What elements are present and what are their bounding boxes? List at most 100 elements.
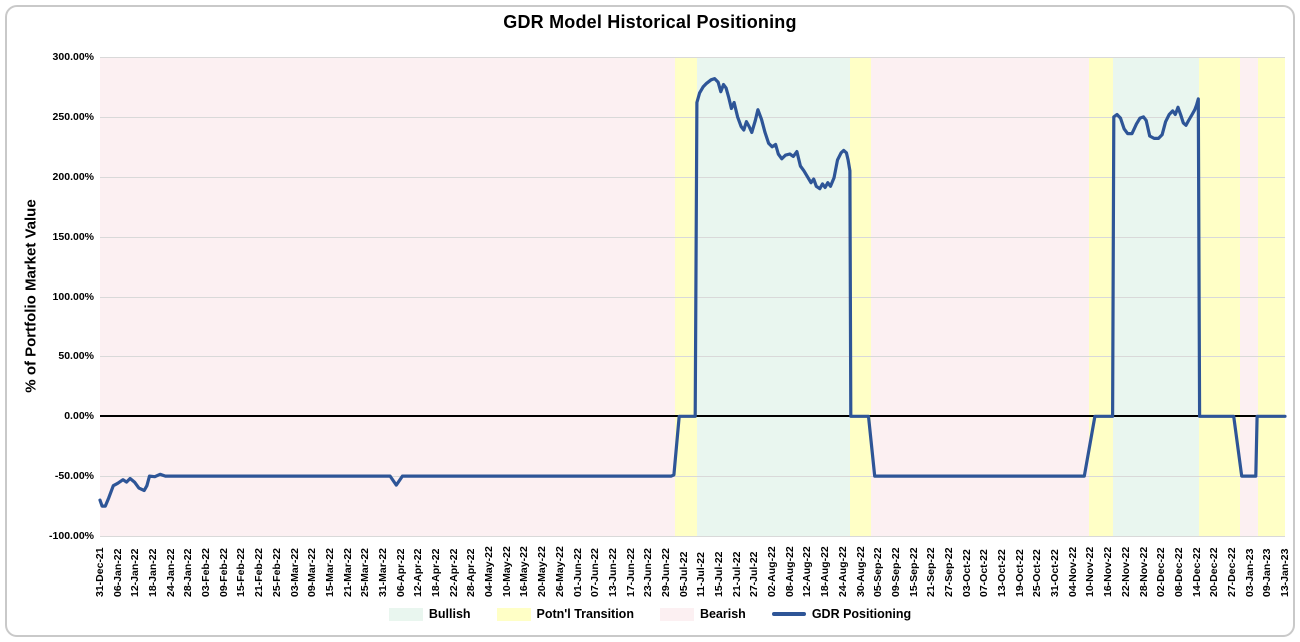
x-axis-tick-label: 14-Dec-22 — [1190, 547, 1203, 597]
legend-item-bearish: Bearish — [659, 607, 746, 621]
gdr-positioning-line — [98, 77, 1287, 508]
y-axis-tick-label: -100.00% — [49, 530, 94, 542]
x-axis-tick-label: 02-Aug-22 — [766, 546, 779, 597]
x-axis-tick-label: 13-Jun-22 — [606, 547, 619, 597]
gridline — [100, 536, 1285, 537]
x-axis-tick-label: 20-Dec-22 — [1208, 547, 1221, 597]
x-axis-tick-label: 27-Dec-22 — [1225, 547, 1238, 597]
x-axis-tick-label: 03-Mar-22 — [288, 547, 301, 597]
legend-label: Potn'l Transition — [536, 607, 634, 621]
plot-area — [98, 57, 1287, 537]
x-axis-tick-label: 10-Nov-22 — [1084, 546, 1097, 597]
legend-item-gdr-positioning: GDR Positioning — [771, 607, 912, 621]
x-axis-tick-label: 29-Jun-22 — [659, 547, 672, 597]
gridline — [100, 57, 1285, 58]
x-axis-tick-label: 26-May-22 — [553, 546, 566, 597]
x-axis-tick-label: 17-Jun-22 — [624, 547, 637, 597]
legend-color-swatch — [496, 607, 531, 621]
x-axis-tick-label: 09-Mar-22 — [306, 547, 319, 597]
legend-label: GDR Positioning — [811, 607, 912, 621]
legend-color-swatch — [388, 607, 423, 621]
y-axis-tick-label: -50.00% — [54, 470, 94, 483]
x-axis-tick-label: 31-Mar-22 — [376, 547, 389, 597]
gridline — [100, 476, 1285, 478]
x-axis-tick-label: 19-Oct-22 — [1013, 549, 1026, 597]
x-axis-tick-label: 18-Aug-22 — [819, 546, 832, 597]
y-axis-tick-label: 50.00% — [58, 350, 94, 363]
x-axis-tick-label: 11-Jul-22 — [695, 552, 708, 597]
y-axis-tick-label: 100.00% — [52, 290, 94, 303]
x-axis-tick-label: 28-Nov-22 — [1137, 546, 1150, 597]
x-axis-tick-label: 10-May-22 — [500, 546, 513, 597]
x-axis-tick-label: 06-Jan-22 — [111, 548, 124, 597]
gridline — [100, 236, 1285, 238]
x-axis-tick-label: 24-Aug-22 — [836, 546, 849, 597]
x-axis-tick-label: 06-Apr-22 — [394, 548, 407, 597]
x-axis-tick-label: 15-Mar-22 — [323, 547, 336, 597]
gridline — [100, 176, 1285, 178]
x-axis-tick-label: 25-Mar-22 — [359, 547, 372, 597]
y-axis-tick-label: 200.00% — [52, 170, 94, 183]
x-axis-tick-label: 28-Jan-22 — [182, 548, 195, 597]
x-axis-tick-label: 15-Sep-22 — [907, 547, 920, 597]
x-axis-tick-label: 07-Oct-22 — [978, 549, 991, 597]
x-axis-tick-label: 21-Sep-22 — [925, 547, 938, 597]
x-axis-tick-label: 03-Oct-22 — [960, 549, 973, 597]
x-axis-tick-label: 02-Dec-22 — [1155, 547, 1168, 597]
x-axis-tick-label: 24-Jan-22 — [164, 548, 177, 597]
x-axis-tick-label: 28-Apr-22 — [465, 548, 478, 597]
x-axis-tick-label: 08-Dec-22 — [1172, 547, 1185, 597]
x-axis-tick-label: 03-Feb-22 — [200, 547, 213, 597]
x-axis-tick-label: 05-Jul-22 — [677, 551, 690, 597]
x-axis-tick-label: 21-Feb-22 — [253, 547, 266, 597]
legend-item-bullish: Bullish — [388, 607, 471, 621]
legend-label: Bearish — [699, 607, 746, 621]
legend-label: Bullish — [428, 607, 471, 621]
y-axis-tick-label: 150.00% — [52, 230, 94, 243]
legend-line-swatch — [771, 612, 806, 616]
x-axis-tick-label: 18-Apr-22 — [430, 548, 443, 597]
x-axis-tick-label: 21-Jul-22 — [730, 551, 743, 597]
x-axis-tick-label: 30-Aug-22 — [854, 546, 867, 597]
x-axis-tick-label: 12-Aug-22 — [801, 546, 814, 597]
x-axis-tick-label: 15-Jul-22 — [713, 551, 726, 597]
y-axis-tick-label: 250.00% — [52, 110, 94, 123]
x-axis-tick-label: 23-Jun-22 — [642, 547, 655, 597]
x-axis-tick-label: 05-Sep-22 — [872, 547, 885, 597]
x-axis-tick-label: 16-May-22 — [518, 546, 531, 597]
x-axis-tick-label: 18-Jan-22 — [147, 548, 160, 597]
y-axis-tick-label: 0.00% — [64, 410, 94, 423]
x-axis-tick-label: 12-Jan-22 — [129, 548, 142, 597]
x-axis-tick-label: 13-Jan-23 — [1279, 548, 1291, 597]
x-axis-tick-label: 25-Oct-22 — [1031, 549, 1044, 597]
gridline — [100, 356, 1285, 358]
legend-item-potn-l-transition: Potn'l Transition — [496, 607, 634, 621]
x-axis-tick-label: 09-Feb-22 — [217, 547, 230, 597]
x-axis-tick-label: 25-Feb-22 — [270, 547, 283, 597]
x-axis-tick-label: 22-Apr-22 — [447, 548, 460, 597]
y-axis-tick-label: 300.00% — [52, 51, 94, 63]
x-axis-tick-label: 13-Oct-22 — [996, 549, 1008, 597]
legend-color-swatch — [659, 607, 694, 621]
x-axis-tick-label: 12-Apr-22 — [412, 548, 425, 597]
x-axis-tick-label: 01-Jun-22 — [571, 547, 584, 597]
x-axis-tick-label: 21-Mar-22 — [341, 547, 354, 597]
x-axis-tick-label: 22-Nov-22 — [1119, 546, 1132, 597]
x-axis-tick-label: 03-Jan-23 — [1243, 548, 1256, 597]
x-axis-tick-label: 08-Aug-22 — [783, 546, 796, 597]
x-axis-tick-label: 16-Nov-22 — [1102, 546, 1115, 597]
x-axis-tick-label: 27-Sep-22 — [942, 547, 955, 597]
legend: Bullish Potn'l Transition Bearish GDR Posit… — [0, 607, 1300, 621]
x-axis-tick-label: 09-Sep-22 — [889, 547, 902, 597]
x-axis-tick-label: 15-Feb-22 — [235, 547, 248, 597]
x-axis-tick-label: 04-Nov-22 — [1066, 546, 1079, 597]
x-axis-tick-label: 31-Oct-22 — [1049, 549, 1062, 597]
gridline — [100, 296, 1285, 298]
x-axis-tick-label: 09-Jan-23 — [1261, 548, 1274, 597]
x-axis-tick-label: 04-May-22 — [483, 546, 496, 597]
x-axis-tick-label: 31-Dec-21 — [94, 547, 106, 597]
chart-title: GDR Model Historical Positioning — [503, 12, 797, 32]
x-axis-tick-label: 07-Jun-22 — [589, 547, 602, 597]
x-axis-tick-label: 27-Jul-22 — [748, 551, 761, 597]
